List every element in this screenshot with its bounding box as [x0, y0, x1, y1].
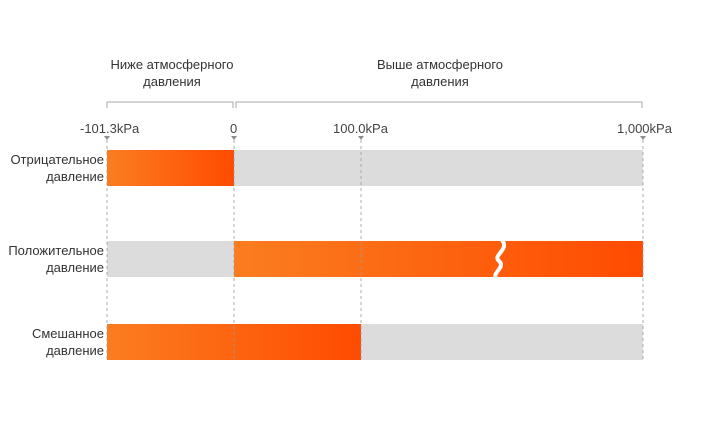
- row-label-negative: Отрицательное давление: [10, 152, 104, 184]
- range-bar-mixed: [107, 324, 361, 360]
- bracket-below: [106, 101, 234, 108]
- tick-label-max: 1,000kPa: [617, 121, 672, 136]
- range-bar-negative: [107, 150, 234, 186]
- bracket-above: [235, 101, 643, 108]
- tick-label-atm: 100.0kPa: [333, 121, 388, 136]
- range-bar-positive: [234, 241, 643, 277]
- tick-marker-max: [640, 136, 646, 140]
- row-label-positive: Положительное давление: [8, 243, 104, 275]
- axis-break-mark: [493, 238, 506, 280]
- region-label-below: Ниже атмосферного давления: [110, 57, 234, 89]
- tick-marker-atm: [358, 136, 364, 140]
- row-label-mixed: Смешанное давление: [31, 326, 104, 358]
- tick-marker-min: [104, 136, 110, 140]
- tick-label-min: -101.3kPa: [80, 121, 140, 136]
- tick-marker-zero: [231, 136, 237, 140]
- region-label-above: Выше атмосферного давления: [376, 57, 504, 89]
- tick-label-zero: 0: [230, 121, 238, 136]
